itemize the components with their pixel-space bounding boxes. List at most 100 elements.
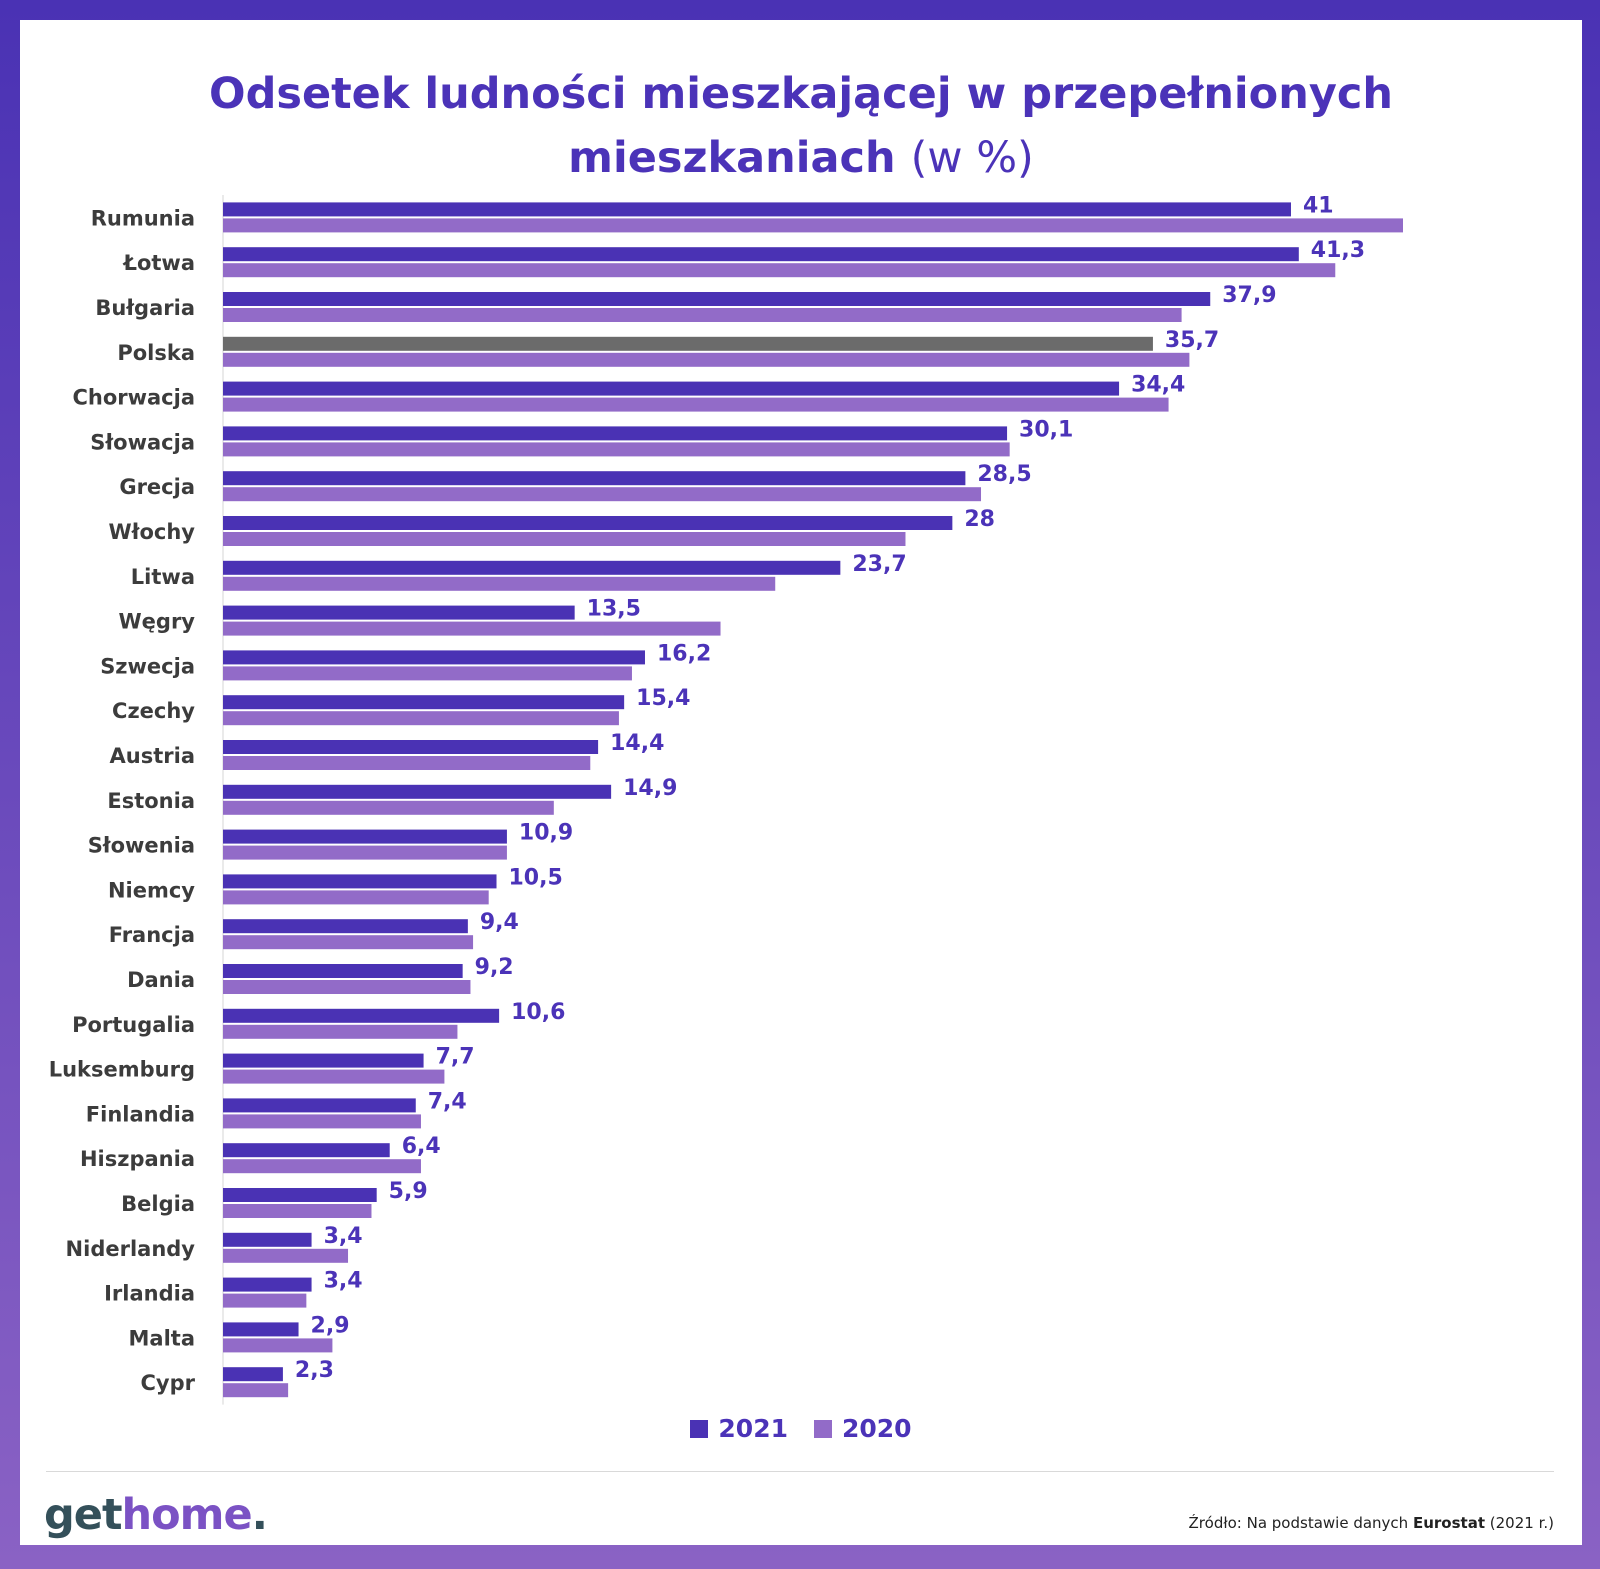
bar-2021-portugalia [223,1008,500,1023]
category-label-niderlandy: Niderlandy [66,1237,196,1261]
bar-2021-węgry [223,605,575,620]
category-label-łotwa: Łotwa [122,251,195,275]
category-label-niemcy: Niemcy [108,878,195,902]
bar-2020-belgia [223,1204,372,1218]
bar-2020-irlandia [223,1293,307,1308]
value-label-2021-portugalia: 10,6 [511,1000,565,1025]
bar-2021-grecja [223,471,966,486]
bar-2021-irlandia [223,1277,312,1292]
logo-home: home [121,1490,253,1540]
bar-2020-hiszpania [223,1159,421,1174]
category-label-polska: Polska [117,341,195,365]
bar-2021-szwecja [223,650,645,665]
category-label-portugalia: Portugalia [72,1013,195,1037]
footer-divider [46,1471,1554,1472]
title-unit: (w %) [910,133,1034,183]
value-label-2021-irlandia: 3,4 [324,1269,363,1294]
bar-2021-francja [223,919,468,934]
legend-item-2021: 2021 [690,1414,788,1443]
category-label-węgry: Węgry [119,610,196,634]
bar-2020-niemcy [223,890,489,905]
bar-2021-rumunia [223,202,1291,217]
category-label-szwecja: Szwecja [100,654,195,678]
gethome-logo[interactable]: gethome. [44,1490,268,1540]
category-label-francja: Francja [109,923,195,947]
title-line-1: Odsetek ludności mieszkającej w przepełn… [209,69,1393,119]
value-label-2021-rumunia: 41 [1303,193,1334,218]
category-label-chorwacja: Chorwacja [72,386,195,410]
title-line-2: mieszkaniach (w %) [20,126,1582,190]
bar-2021-chorwacja [223,381,1120,396]
source-suffix: (2021 r.) [1489,1514,1554,1532]
bar-2020-słowacja [223,442,1010,457]
bar-2021-bułgaria [223,292,1211,306]
category-label-malta: Malta [129,1326,195,1350]
bar-2020-czechy [223,711,619,726]
logo-dot: . [251,1490,268,1540]
category-label-grecja: Grecja [119,475,195,499]
bar-2020-łotwa [223,263,1336,278]
value-label-2021-bułgaria: 37,9 [1222,283,1276,308]
bar-2021-cypr [223,1367,283,1382]
category-label-luksemburg: Luksemburg [49,1058,195,1082]
category-label-cypr: Cypr [141,1371,196,1395]
bar-2021-niderlandy [223,1232,312,1247]
bar-2020-finlandia [223,1114,421,1129]
bar-2020-niderlandy [223,1248,349,1263]
value-label-2021-francja: 9,4 [480,910,519,935]
bar-2021-malta [223,1322,299,1337]
bar-2021-litwa [223,560,841,575]
value-label-2021-hiszpania: 6,4 [402,1134,441,1159]
bar-2021-austria [223,740,599,754]
category-label-czechy: Czechy [112,699,195,723]
value-label-2021-łotwa: 41,3 [1311,238,1365,263]
bar-2021-czechy [223,695,625,710]
value-label-2021-czechy: 15,4 [636,686,690,711]
value-label-2021-szwecja: 16,2 [657,641,711,666]
category-label-bułgaria: Bułgaria [95,296,195,320]
value-label-2021-malta: 2,9 [311,1313,350,1338]
value-label-2021-finlandia: 7,4 [428,1089,467,1114]
bar-2021-finlandia [223,1098,416,1113]
category-label-hiszpania: Hiszpania [80,1147,195,1171]
legend-swatch-2020 [814,1419,832,1438]
category-label-belgia: Belgia [121,1192,195,1216]
bar-2020-słowenia [223,845,507,860]
legend-label-2021: 2021 [718,1414,788,1443]
bar-2021-łotwa [223,247,1299,262]
category-label-irlandia: Irlandia [104,1282,195,1306]
category-label-dania: Dania [127,968,195,992]
bar-2020-grecja [223,487,982,502]
bar-2020-bułgaria [223,308,1182,322]
category-label-finlandia: Finlandia [86,1102,195,1126]
bar-2020-szwecja [223,666,632,681]
bar-2021-dania [223,964,463,978]
bar-2021-belgia [223,1188,377,1202]
source-prefix: Źródło: Na podstawie danych [1188,1514,1409,1532]
category-label-słowenia: Słowenia [88,834,195,858]
value-label-2021-włochy: 28 [964,507,995,532]
value-label-2021-słowenia: 10,9 [519,821,573,846]
bar-2020-polska [223,352,1190,367]
bar-2020-litwa [223,576,776,591]
bar-2020-estonia [223,800,554,815]
legend-label-2020: 2020 [842,1414,912,1443]
bar-2020-austria [223,756,591,770]
bar-2020-malta [223,1338,333,1353]
value-label-2021-luksemburg: 7,7 [436,1045,475,1070]
bar-2020-rumunia [223,218,1403,233]
value-label-2021-dania: 9,2 [475,955,514,980]
bar-2021-słowenia [223,829,507,844]
value-label-2021-niemcy: 10,5 [509,865,563,890]
bar-2020-węgry [223,621,721,636]
bar-2021-włochy [223,516,953,530]
chart-card: Odsetek ludności mieszkającej w przepełn… [20,20,1582,1545]
bar-2021-estonia [223,784,612,799]
title-line-2-bold: mieszkaniach [568,133,896,183]
bar-2020-francja [223,935,474,950]
bar-2021-słowacja [223,426,1008,441]
value-label-2021-polska: 35,7 [1165,328,1219,353]
bar-2021-polska [223,336,1153,351]
chart-title: Odsetek ludności mieszkającej w przepełn… [20,62,1582,190]
bar-2021-hiszpania [223,1143,390,1158]
